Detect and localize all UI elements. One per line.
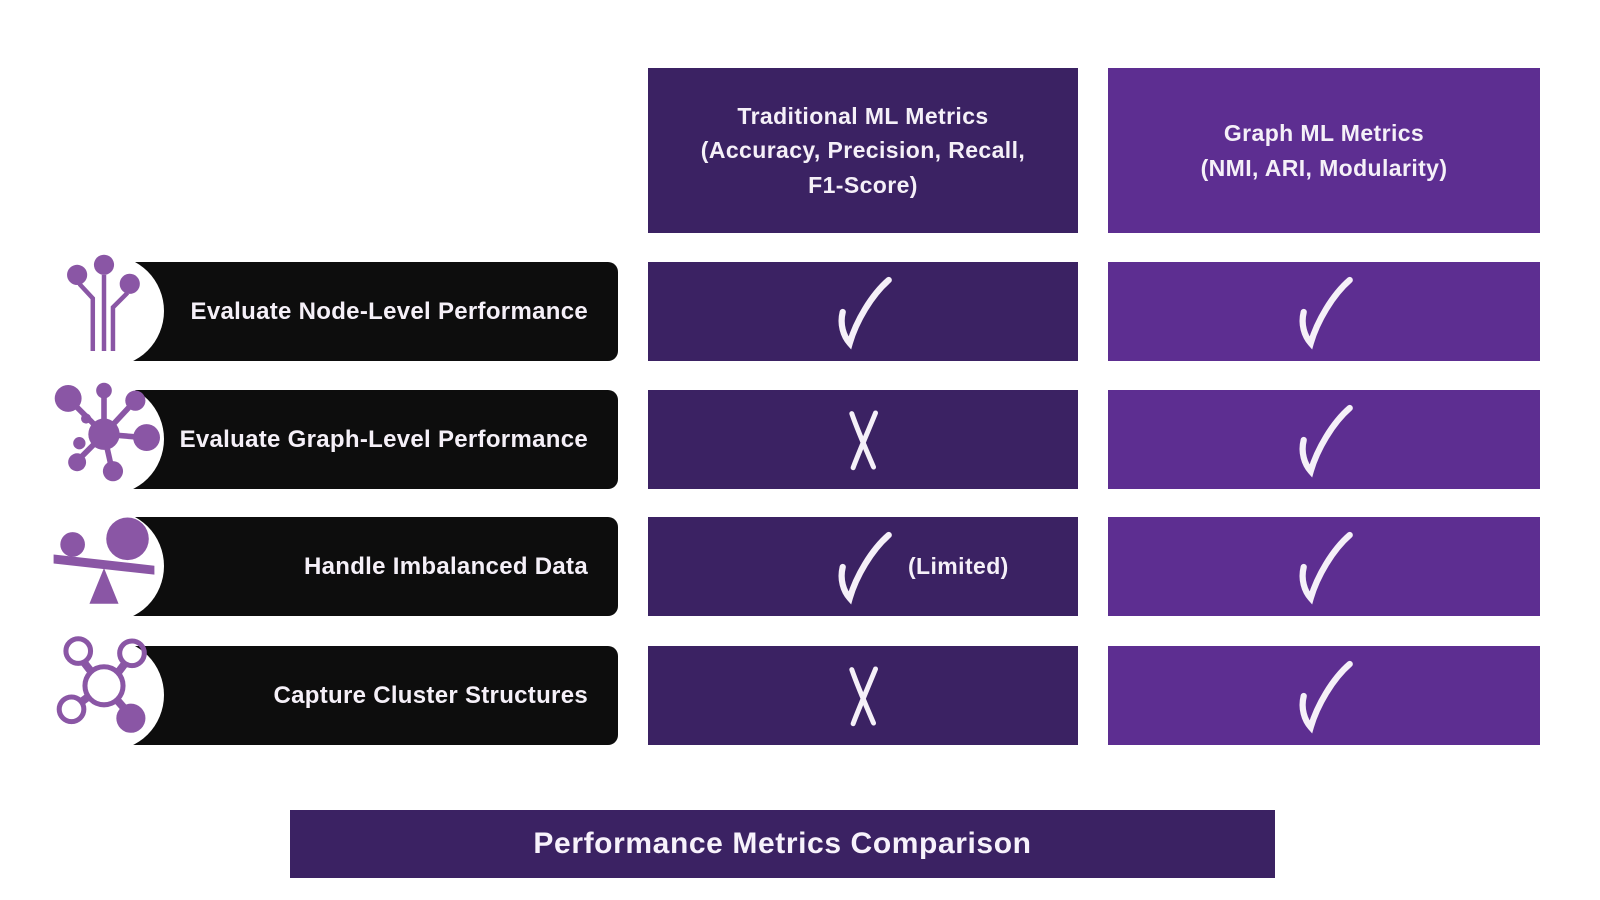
column-subtitle-line: F1-Score) (808, 171, 918, 198)
limited-note: (Limited) (908, 553, 1009, 579)
row-label-text: Capture Cluster Structures (273, 681, 588, 709)
diagram-title-bar: Performance Metrics Comparison (290, 810, 1275, 878)
cell-imbalanced-graph (1108, 517, 1540, 616)
cell-cluster-graph (1108, 646, 1540, 745)
check-icon (1299, 276, 1353, 350)
row-label-text: Evaluate Node-Level Performance (190, 297, 588, 325)
cell-cluster-traditional (648, 646, 1078, 745)
node-pins-icon (67, 254, 140, 352)
check-icon (838, 276, 892, 350)
column-title: Graph ML Metrics (1223, 120, 1425, 146)
row-label-node-level: Evaluate Node-Level Performance (100, 262, 618, 361)
check-icon (1299, 660, 1353, 734)
column-header-graph: Graph ML Metrics (NMI, ARI, Modularity) (1108, 68, 1540, 233)
cell-graph-level-traditional (648, 390, 1078, 489)
row-label-graph-level: Evaluate Graph-Level Performance (100, 390, 618, 489)
row-label-text: Handle Imbalanced Data (303, 552, 588, 580)
cell-graph-level-graph (1108, 390, 1540, 489)
cluster-structure-icon (56, 636, 147, 733)
cross-icon (849, 665, 879, 726)
imbalance-scale-icon (53, 517, 155, 604)
diagram-title: Performance Metrics Comparison (533, 827, 1032, 860)
column-title: Traditional ML Metrics (737, 102, 989, 129)
check-icon (838, 531, 892, 605)
column-subtitle-line: (Accuracy, Precision, Recall, (700, 137, 1026, 164)
cell-node-level-traditional (648, 262, 1078, 361)
cell-node-level-graph (1108, 262, 1540, 361)
check-icon (1299, 531, 1353, 605)
check-icon (1299, 404, 1353, 478)
row-label-imbalanced-data: Handle Imbalanced Data (100, 517, 618, 616)
column-header-traditional: Traditional ML Metrics (Accuracy, Precis… (648, 68, 1078, 233)
row-label-cluster-structures: Capture Cluster Structures (100, 646, 618, 745)
network-graph-icon (54, 382, 160, 482)
column-subtitle-line: (NMI, ARI, Modularity) (1200, 154, 1448, 181)
cross-icon (849, 409, 879, 470)
row-label-text: Evaluate Graph-Level Performance (179, 425, 588, 453)
cell-imbalanced-traditional: (Limited) (648, 517, 1078, 616)
